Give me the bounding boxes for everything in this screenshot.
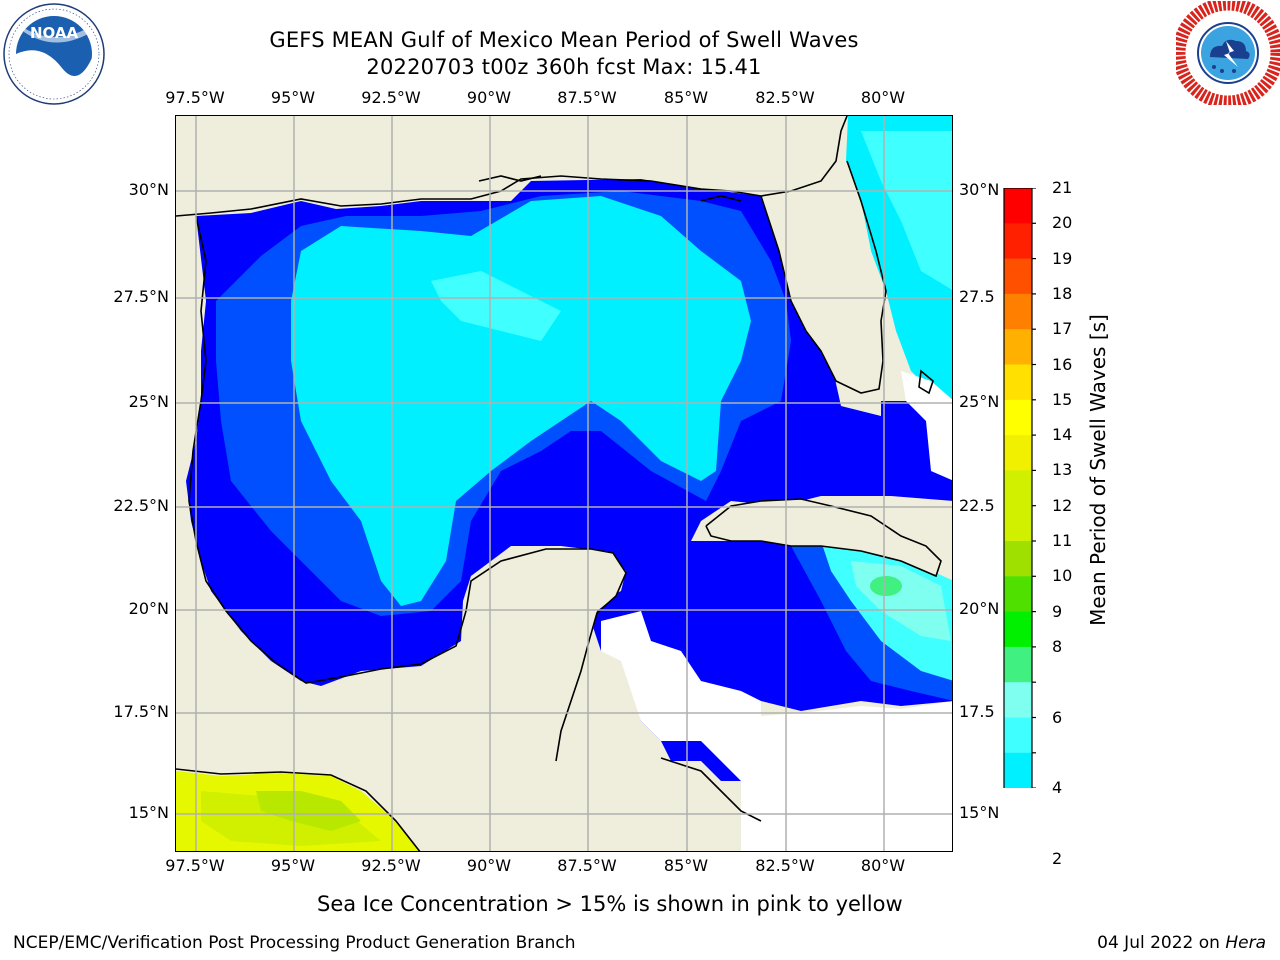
colorbar-tick-label: 16 — [1052, 354, 1073, 374]
lon-label-top: 82.5°W — [755, 88, 815, 107]
lat-label-left: 25°N — [128, 392, 169, 411]
lon-label-top: 80°W — [860, 88, 906, 107]
lat-label-right: 25°N — [959, 392, 1000, 411]
colorbar-tick-label: 10 — [1052, 566, 1073, 586]
nodata-caribbean — [601, 611, 761, 851]
colorbar-band — [1004, 435, 1032, 471]
colorbar-tick-label: 12 — [1052, 495, 1073, 515]
nws-logo — [1176, 1, 1280, 105]
colorbar-band — [1004, 258, 1032, 295]
lat-label-left: 22.5°N — [113, 496, 169, 515]
colorbar-band — [1004, 364, 1032, 401]
chart-title: GEFS MEAN Gulf of Mexico Mean Period of … — [269, 28, 859, 52]
lon-label-top: 90°W — [466, 88, 512, 107]
colorbar-tick-label: 13 — [1052, 460, 1073, 480]
colorbar-band — [1004, 223, 1032, 260]
colorbar-tick-label: 14 — [1052, 425, 1073, 445]
yucatan-land — [461, 549, 626, 711]
swell-field-pacific-core — [256, 791, 361, 831]
colorbar-tick-label: 18 — [1052, 283, 1073, 303]
lon-label-bottom: 92.5°W — [361, 856, 421, 875]
noaa-logo-text: NOAA — [30, 24, 79, 42]
lon-label-top: 85°W — [663, 88, 709, 107]
colorbar-band — [1004, 505, 1032, 542]
lat-label-right: 17.5 — [959, 702, 995, 721]
chart-subtitle: 20220703 t00z 360h fcst Max: 15.41 — [366, 55, 762, 79]
footer-right: 04 Jul 2022 on Hera — [1097, 933, 1266, 953]
lat-label-left: 15°N — [128, 803, 169, 822]
sea-ice-caption: Sea Ice Concentration > 15% is shown in … — [317, 892, 903, 916]
swell-field-9-10s — [870, 576, 902, 596]
lon-label-bottom: 87.5°W — [557, 856, 617, 875]
lon-label-top: 95°W — [270, 88, 316, 107]
colorbar-tick-label: 21 — [1052, 178, 1073, 197]
lon-label-bottom: 80°W — [860, 856, 906, 875]
lat-label-left: 27.5°N — [113, 287, 169, 306]
colorbar-band — [1004, 188, 1032, 224]
lon-label-bottom: 97.5°W — [165, 856, 225, 875]
noaa-logo: NOAA — [3, 3, 105, 105]
colorbar-tick-label: 19 — [1052, 248, 1073, 268]
lon-label-top: 92.5°W — [361, 88, 421, 107]
colorbar-tick-label: 17 — [1052, 319, 1073, 339]
map-svg — [176, 116, 952, 851]
footer-host: Hera — [1225, 933, 1266, 953]
map-panel — [175, 115, 953, 852]
colorbar-tick-label: 15 — [1052, 389, 1073, 409]
lat-label-right: 30°N — [959, 180, 1000, 199]
colorbar-title: Mean Period of Swell Waves [s] — [1086, 314, 1110, 626]
lon-label-bottom: 90°W — [466, 856, 512, 875]
colorbar-band — [1004, 399, 1032, 436]
lat-label-left: 30°N — [128, 180, 169, 199]
colorbar-tick-label: 4 — [1052, 778, 1063, 798]
lon-label-top: 97.5°W — [165, 88, 225, 107]
colorbar-tick-label: 9 — [1052, 601, 1063, 621]
colorbar-band — [1004, 611, 1032, 648]
colorbar-band — [1004, 682, 1032, 718]
colorbar-band — [1004, 470, 1032, 507]
swell-field-8-9s — [431, 271, 561, 341]
lat-label-right: 22.5 — [959, 496, 995, 515]
florida-land — [761, 116, 886, 396]
colorbar-tick-label: 6 — [1052, 707, 1063, 727]
lon-label-bottom: 82.5°W — [755, 856, 815, 875]
coastlines — [176, 116, 942, 851]
lat-label-right: 27.5 — [959, 287, 995, 306]
colorbar-outline — [1003, 188, 1033, 788]
colorbar — [1003, 188, 1036, 788]
gridlines — [176, 116, 952, 851]
lon-label-bottom: 95°W — [270, 856, 316, 875]
footer-date: 04 Jul 2022 on — [1097, 933, 1226, 953]
colorbar-band — [1004, 576, 1032, 613]
nodata-bahamas — [901, 371, 952, 481]
lon-label-top: 87.5°W — [557, 88, 617, 107]
cuba-land — [706, 499, 941, 576]
footer-left: NCEP/EMC/Verification Post Processing Pr… — [13, 933, 576, 953]
lat-label-right: 15°N — [959, 803, 1000, 822]
colorbar-band — [1004, 752, 1032, 788]
colorbar-tick-label: 20 — [1052, 213, 1073, 233]
colorbar-tick-label: 2 — [1052, 848, 1063, 868]
colorbar-tick-label: 11 — [1052, 531, 1073, 550]
colorbar-band — [1004, 646, 1032, 683]
colorbar-band — [1004, 541, 1032, 577]
colorbar-tick-label: 8 — [1052, 636, 1063, 656]
lat-label-left: 20°N — [128, 599, 169, 618]
nodata-south — [761, 701, 952, 851]
colorbar-band — [1004, 717, 1032, 754]
colorbar-band — [1004, 329, 1032, 365]
lat-label-right: 20°N — [959, 599, 1000, 618]
lon-label-bottom: 85°W — [663, 856, 709, 875]
colorbar-band — [1004, 293, 1032, 330]
lat-label-left: 17.5°N — [113, 702, 169, 721]
